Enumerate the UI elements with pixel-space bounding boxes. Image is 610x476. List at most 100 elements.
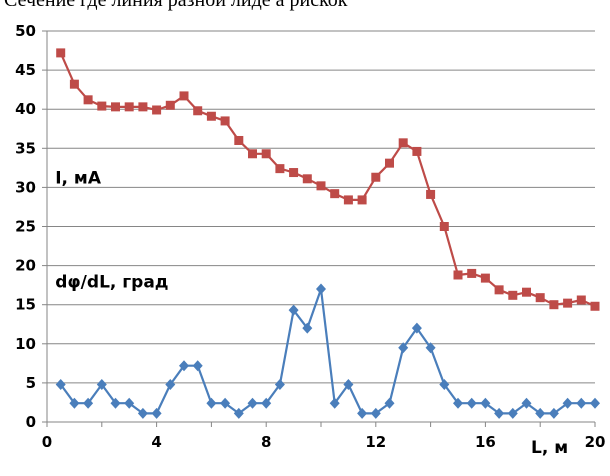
data-point-square (124, 102, 134, 112)
data-point-square (179, 91, 189, 101)
data-point-square (193, 106, 203, 116)
data-point-square (535, 293, 545, 303)
data-point-diamond (83, 397, 94, 409)
y-tick-label: 0 (26, 413, 36, 431)
data-point-diamond (151, 407, 162, 419)
data-point-square (152, 105, 162, 115)
data-point-square (138, 102, 148, 112)
data-point-square (165, 100, 175, 110)
series-annotation: dφ/dL, град (55, 272, 168, 292)
y-tick-label: 45 (15, 61, 36, 79)
data-point-diamond (425, 342, 436, 354)
y-tick-label: 15 (15, 296, 36, 314)
data-point-diamond (192, 360, 203, 372)
data-point-square (453, 270, 463, 280)
data-point-square (69, 79, 79, 89)
data-point-square (275, 164, 285, 174)
data-point-diamond (480, 397, 491, 409)
data-point-square (480, 273, 490, 283)
data-point-diamond (507, 407, 518, 419)
data-point-diamond (576, 397, 587, 409)
data-point-diamond (494, 407, 505, 419)
data-point-square (439, 222, 449, 231)
series-current (56, 48, 600, 311)
data-point-square (234, 135, 244, 145)
data-point-square (220, 116, 230, 126)
data-point-square (412, 146, 422, 156)
data-point-diamond (398, 342, 409, 354)
data-point-square (111, 102, 120, 112)
data-point-square (426, 189, 436, 199)
data-point-diamond (453, 397, 463, 409)
y-tick-label: 10 (15, 335, 36, 353)
data-point-diamond (137, 407, 148, 419)
data-point-diamond (247, 397, 258, 409)
data-point-diamond (329, 397, 340, 409)
data-point-diamond (548, 407, 559, 419)
gridlines (47, 30, 595, 384)
series-line (59, 288, 595, 415)
data-point-square (302, 174, 312, 184)
y-tick-label: 20 (15, 257, 36, 275)
y-tick-labels: 0 5 10 15 20 25 30 35 40 45 50 (15, 22, 36, 431)
data-point-square (576, 295, 586, 305)
data-point-diamond (411, 322, 422, 334)
data-point-diamond (590, 397, 600, 409)
data-point-square (398, 138, 408, 148)
data-point-square (371, 172, 381, 182)
data-point-square (248, 149, 257, 159)
series-group (55, 48, 600, 419)
data-point-diamond (535, 407, 546, 419)
x-tick-label: 16 (475, 433, 496, 451)
y-tick-label: 30 (15, 178, 36, 196)
data-point-diamond (439, 378, 450, 390)
data-point-square (357, 195, 367, 205)
x-tick-labels: 0 4 8 12 16 20 (42, 433, 606, 451)
data-point-square (467, 268, 477, 278)
data-point-square (261, 149, 271, 159)
y-tick-label: 35 (15, 139, 36, 157)
x-tick-label: 20 (585, 433, 606, 451)
data-point-square (563, 298, 573, 308)
y-tick-label: 5 (26, 374, 36, 392)
data-point-diamond (357, 407, 368, 419)
data-point-square (522, 287, 531, 297)
data-point-square (508, 290, 518, 300)
data-point-square (330, 189, 340, 199)
data-point-diamond (343, 378, 354, 390)
x-tick-label: 8 (261, 433, 271, 451)
data-point-square (83, 95, 93, 105)
data-point-diamond (96, 378, 107, 390)
data-point-square (316, 181, 326, 191)
data-point-square (549, 300, 559, 310)
data-point-diamond (521, 397, 532, 409)
data-point-diamond (179, 360, 189, 372)
data-point-diamond (370, 407, 381, 419)
data-point-diamond (69, 397, 80, 409)
x-tick-label: 0 (42, 433, 52, 451)
axes (42, 30, 596, 427)
series-phase-gradient (55, 283, 600, 419)
data-point-diamond (288, 304, 299, 316)
data-point-diamond (233, 407, 244, 419)
series-annotation: I, мА (55, 168, 102, 188)
data-point-square (343, 195, 353, 205)
x-tick-label: 4 (151, 433, 161, 451)
data-point-square (494, 285, 504, 295)
y-tick-label: 40 (15, 100, 36, 118)
data-point-diamond (302, 322, 313, 334)
data-point-diamond (55, 378, 66, 390)
data-point-diamond (261, 397, 272, 409)
data-point-diamond (206, 397, 217, 409)
data-point-square (97, 101, 107, 111)
data-point-square (56, 48, 66, 58)
data-point-diamond (124, 397, 135, 409)
data-point-diamond (220, 397, 231, 409)
cropped-caption-text: Сечение где линия разной лиде а рискок (4, 0, 348, 11)
data-point-square (206, 111, 216, 121)
y-tick-label: 25 (15, 218, 36, 236)
data-point-diamond (316, 283, 326, 295)
y-tick-label: 50 (15, 22, 36, 40)
